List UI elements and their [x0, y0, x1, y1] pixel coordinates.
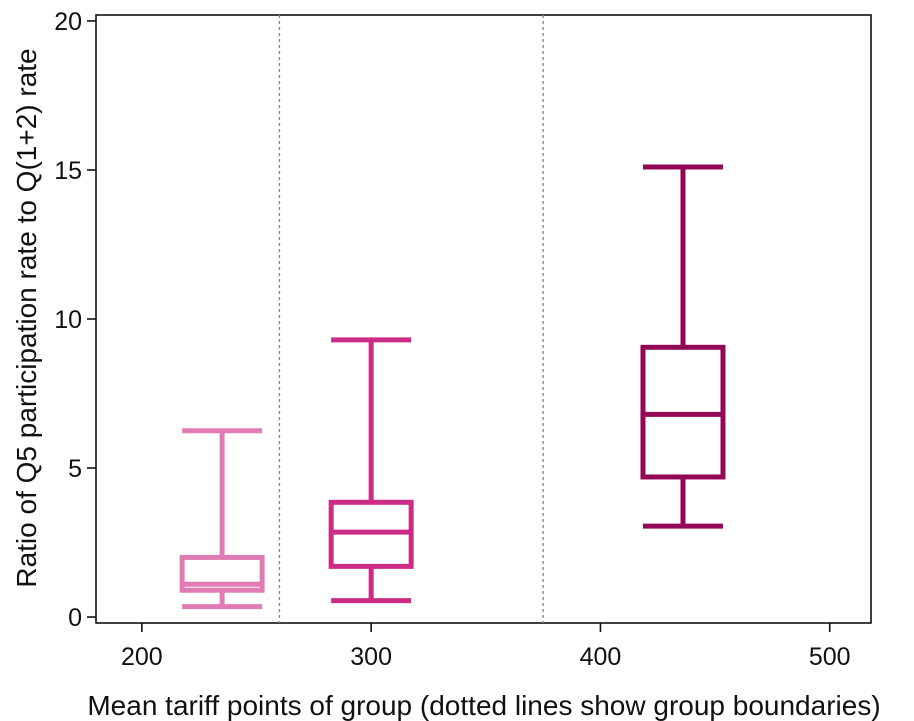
x-tick-label: 300	[350, 643, 392, 671]
x-axis-title: Mean tariff points of group (dotted line…	[87, 690, 880, 721]
y-tick-label: 10	[54, 306, 82, 334]
y-tick-label: 15	[54, 157, 82, 185]
x-tick-label: 200	[121, 643, 163, 671]
box-plot-3	[640, 164, 726, 529]
x-axis: 200 300 400 500	[121, 623, 851, 671]
x-tick-label: 400	[580, 643, 622, 671]
y-tick-label: 20	[54, 8, 82, 36]
plot-area	[95, 14, 872, 624]
box-series-group	[179, 164, 726, 610]
box-plot-2	[328, 337, 414, 604]
plot-border	[95, 14, 872, 624]
y-tick-label: 5	[68, 455, 82, 483]
y-axis: 0 5 10 15 20	[54, 8, 96, 632]
x-tick-label: 500	[809, 643, 851, 671]
y-tick-label: 0	[68, 604, 82, 632]
y-axis-title: Ratio of Q5 participation rate to Q(1+2)…	[11, 48, 42, 587]
interquartile-box	[179, 554, 265, 593]
group-boundary-lines	[278, 15, 544, 623]
box-plot-1	[179, 428, 265, 610]
